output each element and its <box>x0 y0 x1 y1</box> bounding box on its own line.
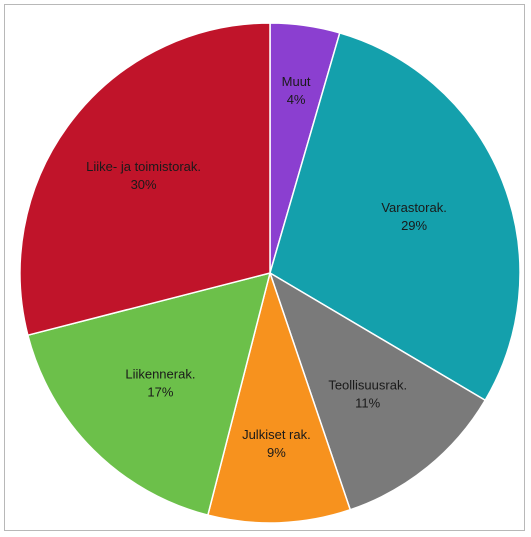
slice-label-liike-ja-toimistorak: Liike- ja toimistorak. 30% <box>86 159 201 192</box>
slice-label-julkiset-rak: Julkiset rak. 9% <box>242 427 311 460</box>
slice-value: 17% <box>147 385 173 400</box>
slice-name: Teollisuusrak. <box>328 377 407 392</box>
pie-slice-liikennerak <box>27 272 271 516</box>
slice-name: Liike- ja toimistorak. <box>86 159 201 174</box>
slice-name: Liikennerak. <box>125 367 195 382</box>
slice-label-muut: Muut 4% <box>282 74 311 107</box>
pie-slices <box>19 22 521 524</box>
slice-value: 29% <box>401 218 427 233</box>
pie-labels: Muut 4% Varastorak. 29% Teollisuusrak. 11% Jul… <box>86 74 447 460</box>
pie-slice-liike-ja-toimistorak <box>19 22 271 336</box>
slice-label-liikennerak: Liikennerak. 17% <box>125 367 195 400</box>
pie-slice-teollisuusrak <box>269 272 486 511</box>
pie-slice-varastorak <box>269 32 521 402</box>
slice-name: Muut <box>282 74 311 89</box>
slice-label-teollisuusrak: Teollisuusrak. 11% <box>328 377 407 410</box>
slice-value: 30% <box>131 177 157 192</box>
slice-name: Varastorak. <box>381 200 447 215</box>
pie-slice-julkiset-rak <box>207 272 351 524</box>
slice-name: Julkiset rak. <box>242 427 311 442</box>
slice-label-varastorak: Varastorak. 29% <box>381 200 447 233</box>
slice-value: 9% <box>267 445 286 460</box>
slice-value: 11% <box>355 395 380 410</box>
slice-value: 4% <box>287 92 306 107</box>
